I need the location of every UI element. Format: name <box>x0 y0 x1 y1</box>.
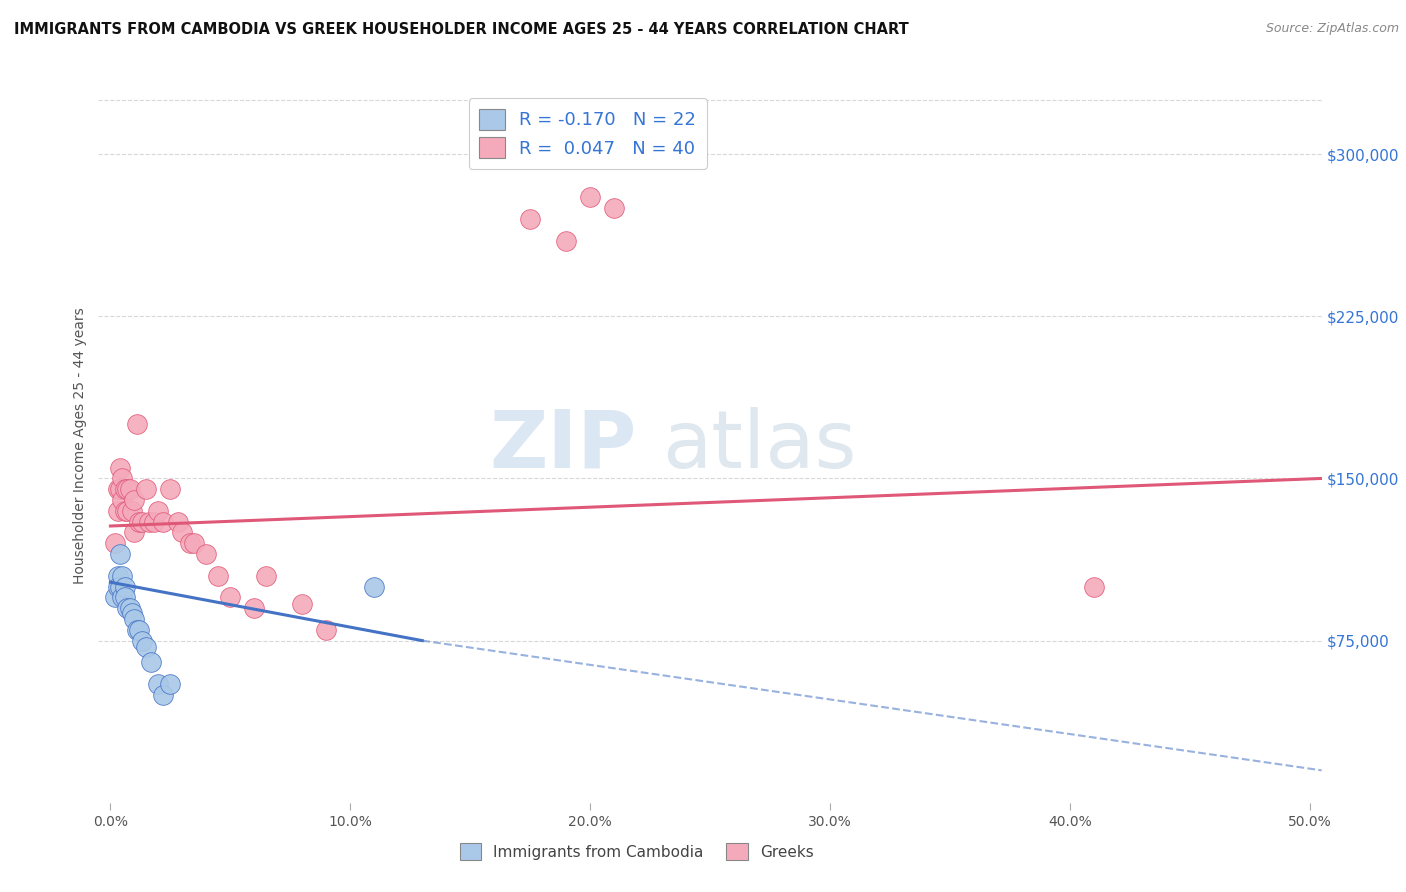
Point <box>519 211 541 226</box>
Point <box>115 601 138 615</box>
Point <box>142 515 165 529</box>
Text: Source: ZipAtlas.com: Source: ZipAtlas.com <box>1265 22 1399 36</box>
Point <box>114 504 136 518</box>
Point <box>254 568 277 582</box>
Point <box>152 688 174 702</box>
Point <box>135 482 157 496</box>
Point <box>118 482 141 496</box>
Point <box>579 190 602 204</box>
Point <box>108 460 131 475</box>
Point <box>166 515 188 529</box>
Point <box>195 547 218 561</box>
Point <box>138 515 160 529</box>
Point <box>108 580 131 594</box>
Point <box>114 580 136 594</box>
Point <box>603 201 626 215</box>
Point <box>108 482 131 496</box>
Point <box>128 623 150 637</box>
Point <box>107 568 129 582</box>
Point <box>291 597 314 611</box>
Y-axis label: Householder Income Ages 25 - 44 years: Householder Income Ages 25 - 44 years <box>73 308 87 584</box>
Point <box>121 606 143 620</box>
Point <box>128 515 150 529</box>
Point <box>111 493 134 508</box>
Point <box>108 547 131 561</box>
Point <box>207 568 229 582</box>
Point <box>152 515 174 529</box>
Point <box>219 591 242 605</box>
Point <box>125 417 148 432</box>
Point <box>148 677 170 691</box>
Legend: Immigrants from Cambodia, Greeks: Immigrants from Cambodia, Greeks <box>453 837 820 866</box>
Point <box>179 536 201 550</box>
Point <box>107 504 129 518</box>
Point <box>118 601 141 615</box>
Point <box>104 536 127 550</box>
Point <box>124 525 146 540</box>
Point <box>107 482 129 496</box>
Point <box>131 633 153 648</box>
Point <box>121 504 143 518</box>
Point <box>159 482 181 496</box>
Point <box>183 536 205 550</box>
Point <box>131 515 153 529</box>
Point <box>1083 580 1105 594</box>
Point <box>141 655 163 669</box>
Point <box>114 591 136 605</box>
Point <box>148 504 170 518</box>
Point <box>115 482 138 496</box>
Point <box>111 471 134 485</box>
Point <box>124 493 146 508</box>
Point <box>107 580 129 594</box>
Point <box>243 601 266 615</box>
Point <box>111 591 134 605</box>
Point <box>159 677 181 691</box>
Text: IMMIGRANTS FROM CAMBODIA VS GREEK HOUSEHOLDER INCOME AGES 25 - 44 YEARS CORRELAT: IMMIGRANTS FROM CAMBODIA VS GREEK HOUSEH… <box>14 22 908 37</box>
Point <box>315 623 337 637</box>
Point <box>111 568 134 582</box>
Point <box>172 525 194 540</box>
Point <box>104 591 127 605</box>
Point <box>124 612 146 626</box>
Text: ZIP: ZIP <box>489 407 637 485</box>
Point <box>135 640 157 654</box>
Point <box>114 482 136 496</box>
Text: atlas: atlas <box>662 407 856 485</box>
Point <box>125 623 148 637</box>
Point <box>363 580 385 594</box>
Point <box>555 234 578 248</box>
Point <box>115 504 138 518</box>
